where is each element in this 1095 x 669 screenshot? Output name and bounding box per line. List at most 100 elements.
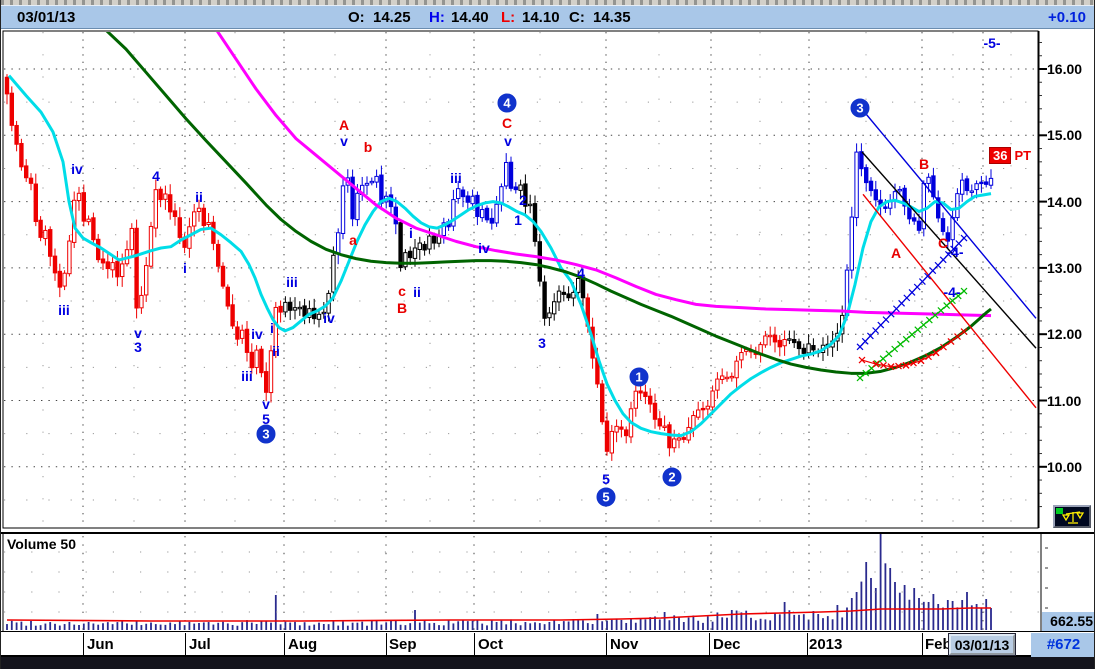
wave-label: 5 — [262, 411, 270, 427]
month-separator — [474, 633, 475, 657]
month-label-2013: 2013 — [809, 636, 843, 653]
quote-date: 03/01/13 — [17, 9, 76, 26]
wave-label: 1 — [514, 212, 522, 228]
wave-label: v — [504, 133, 512, 149]
trendline — [864, 112, 1037, 319]
change-value: +0.10 — [1048, 9, 1086, 26]
plot-region[interactable] — [4, 29, 1037, 527]
wave-label: 5 — [602, 471, 610, 487]
wave-label: 3 — [134, 339, 142, 355]
volume-ma-line — [6, 607, 991, 622]
month-label-oct: Oct — [478, 636, 504, 653]
price-axis-label: 12.00 — [1047, 326, 1083, 343]
wave-label: B — [919, 156, 929, 172]
month-separator — [606, 633, 607, 657]
window-title-sliver — [1, 0, 1094, 5]
volume-last-value: 662.55 — [1042, 612, 1094, 631]
circled-wave-marker — [662, 467, 682, 487]
circled-wave-marker — [596, 487, 616, 507]
wave-label: b — [364, 139, 373, 155]
month-label-sep: Sep — [389, 636, 417, 653]
wave-label: 4 — [152, 168, 160, 184]
volume-pane[interactable]: Volume 50 662.55 — [1, 532, 1095, 632]
price-axis-label: 14.00 — [1047, 193, 1083, 210]
month-separator — [922, 633, 923, 657]
quote-bar: 03/01/13 O: 14.25 H: 14.40 L: 14.10 C: 1… — [1, 5, 1094, 29]
wave-label: -4- — [946, 244, 963, 260]
open-label: O: — [348, 9, 365, 26]
price-axis-label: 11.00 — [1047, 392, 1082, 409]
circled-wave-marker — [256, 424, 276, 444]
price-axis-label: 10.00 — [1047, 458, 1083, 475]
wave-label: ii — [272, 343, 280, 359]
month-separator — [284, 633, 285, 657]
pt-projection-label: 36 PT — [989, 147, 1032, 164]
wave-label: 2 — [519, 192, 527, 208]
high-value: 14.40 — [451, 9, 489, 26]
high-label: H: — [429, 9, 445, 26]
price-axis-label: 16.00 — [1047, 61, 1083, 77]
wave-label: i — [183, 260, 187, 276]
volume-canvas[interactable] — [1, 534, 1095, 631]
wave-label: c — [398, 283, 406, 299]
ma-line-slow-green — [105, 32, 992, 375]
circled-wave-label: 2 — [668, 470, 675, 485]
low-label: L: — [501, 9, 516, 26]
ma-line-fast-cyan — [7, 74, 992, 438]
wave-label: iv — [478, 240, 490, 256]
wave-label: v — [340, 133, 348, 149]
low-value: 14.10 — [522, 9, 560, 26]
month-label-jun: Jun — [87, 636, 114, 653]
pt-projection-value: 36 — [989, 147, 1012, 164]
wave-label: iii — [58, 302, 70, 318]
wave-label: iii — [450, 170, 462, 186]
trendline — [862, 193, 1037, 409]
wave-label: C — [502, 115, 512, 131]
month-separator — [709, 633, 710, 657]
wave-label: iii — [286, 274, 298, 290]
volume-title: Volume 50 — [7, 536, 76, 552]
bar-number-badge: #672 — [1031, 633, 1094, 657]
wave-label: 3 — [538, 335, 546, 351]
auto-scale-button[interactable] — [1053, 505, 1091, 528]
close-label: C: — [569, 9, 585, 26]
circled-wave-label: 1 — [635, 370, 642, 385]
month-separator — [807, 633, 808, 657]
close-value: 14.35 — [593, 9, 631, 26]
month-separator — [185, 633, 186, 657]
pt-projection-suffix: PT — [1014, 148, 1032, 163]
trendline — [861, 151, 1037, 349]
month-label-dec: Dec — [713, 636, 741, 653]
month-separator — [386, 633, 387, 657]
window-bottom-edge — [1, 657, 1094, 669]
month-label-nov: Nov — [610, 636, 639, 653]
wave-label: A — [339, 117, 349, 133]
price-axis-label: 13.00 — [1047, 259, 1083, 276]
wave-label: iv — [71, 161, 83, 177]
wave-label: v — [262, 396, 270, 412]
wave-label: iii — [241, 368, 253, 384]
circled-wave-marker — [629, 367, 649, 387]
scales-icon — [1056, 508, 1085, 524]
wave-label: -4- — [943, 284, 960, 300]
wave-label: iv — [323, 310, 335, 326]
wave-label: a — [349, 232, 357, 248]
wave-label: C — [938, 235, 948, 251]
wave-label: i — [270, 320, 274, 336]
wave-label: i — [409, 225, 413, 241]
circled-wave-label: 3 — [856, 101, 863, 116]
circled-wave-label: 5 — [602, 490, 609, 505]
month-label-aug: Aug — [288, 636, 318, 653]
wave-label: iv — [251, 326, 263, 342]
circled-wave-marker — [497, 93, 517, 113]
current-date-button[interactable]: 03/01/13 — [948, 633, 1016, 656]
wave-label: B — [397, 300, 407, 316]
month-label-feb: Feb — [925, 636, 952, 653]
wave-label: v — [134, 325, 142, 341]
wave-label: 4 — [577, 265, 585, 281]
wave-label: -5- — [983, 35, 1000, 51]
month-label-jul: Jul — [189, 636, 211, 653]
wave-label: ii — [413, 284, 421, 300]
